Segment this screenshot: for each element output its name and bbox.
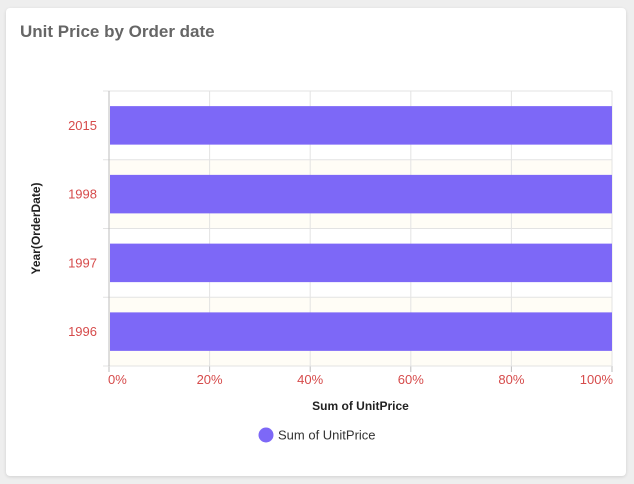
legend-label: Sum of UnitPrice bbox=[278, 428, 376, 443]
x-tick-label: 20% bbox=[197, 372, 223, 387]
x-tick-label: 60% bbox=[398, 372, 424, 387]
bar bbox=[110, 243, 612, 283]
x-axis-title: Sum of UnitPrice bbox=[312, 399, 409, 413]
legend-marker bbox=[258, 427, 274, 443]
x-tick-label: 0% bbox=[108, 372, 127, 387]
bar bbox=[110, 106, 612, 145]
chart-title: Unit Price by Order date bbox=[20, 22, 215, 41]
y-tick-label: 1998 bbox=[68, 187, 97, 202]
y-tick-label: 2015 bbox=[68, 118, 97, 133]
y-axis-title: Year(OrderDate) bbox=[29, 182, 43, 274]
y-tick-label: 1997 bbox=[68, 255, 97, 270]
x-tick-label: 100% bbox=[580, 372, 614, 387]
bar bbox=[110, 174, 612, 214]
x-tick-label: 80% bbox=[498, 372, 524, 387]
bar bbox=[110, 312, 612, 351]
y-tick-label: 1996 bbox=[68, 324, 97, 339]
x-tick-label: 40% bbox=[297, 372, 323, 387]
